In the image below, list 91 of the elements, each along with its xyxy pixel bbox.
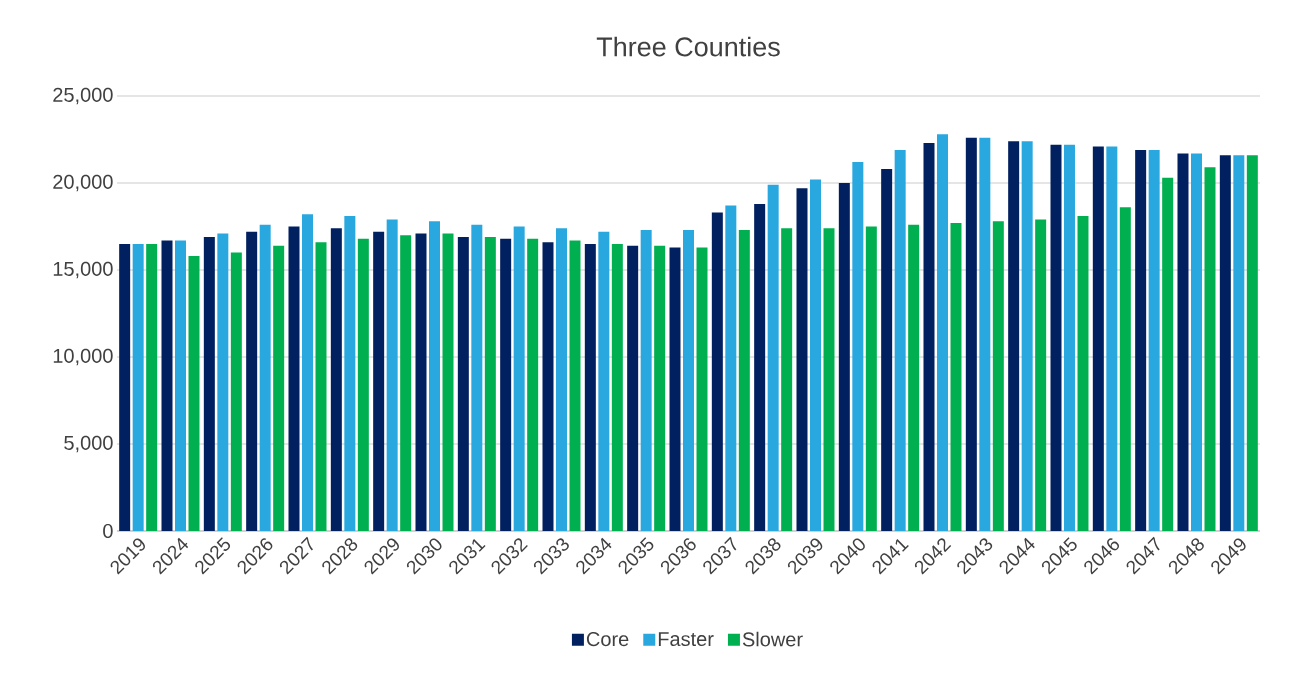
bar [725, 205, 737, 531]
bar [1219, 155, 1231, 531]
bar [923, 142, 935, 531]
bar [457, 236, 469, 531]
bar [527, 238, 539, 531]
bar [542, 242, 554, 531]
bar [288, 226, 300, 531]
bar [1162, 177, 1174, 531]
bar [809, 179, 821, 531]
bar [1246, 155, 1258, 531]
bar [936, 134, 948, 531]
bar [894, 149, 906, 531]
y-tick-label: 10,000 [53, 348, 113, 366]
bar [246, 231, 258, 531]
bar [1204, 167, 1216, 531]
bar [273, 245, 285, 531]
bar [754, 203, 766, 531]
bar [344, 216, 356, 531]
bar [683, 229, 694, 531]
bar [259, 224, 271, 531]
bar [1063, 144, 1075, 531]
bar [513, 226, 525, 531]
bar [132, 243, 144, 531]
bar [823, 228, 835, 531]
bar [386, 219, 398, 531]
bar [556, 228, 567, 531]
bar [302, 214, 313, 531]
bar [598, 231, 610, 531]
bar [950, 223, 962, 531]
bar [669, 247, 681, 531]
bar [1035, 219, 1047, 531]
bar [400, 235, 412, 531]
bar [188, 256, 200, 531]
bar [1148, 149, 1160, 531]
bar [711, 212, 723, 531]
bar [330, 228, 342, 531]
bar [767, 184, 779, 531]
bar [1135, 149, 1147, 531]
bar [442, 233, 454, 531]
bar [161, 240, 173, 531]
bar [230, 252, 242, 531]
bar [640, 229, 652, 531]
bar [1008, 141, 1020, 531]
bar [781, 228, 793, 531]
legend-label: Faster [658, 632, 714, 647]
y-tick-label: 20,000 [53, 174, 113, 192]
bar [865, 226, 877, 531]
bar [852, 162, 864, 531]
bar [1092, 146, 1104, 531]
bar [1177, 153, 1189, 531]
bar [203, 236, 215, 531]
bar [611, 243, 623, 531]
bar [1119, 207, 1131, 531]
bar [584, 243, 596, 531]
bar [500, 238, 512, 531]
bar [471, 224, 483, 531]
bar [569, 240, 581, 531]
bar [1021, 141, 1033, 531]
bar [881, 169, 893, 531]
bar [838, 183, 850, 531]
y-tick-label: 0 [103, 523, 113, 539]
bar [1106, 146, 1118, 531]
y-tick-label: 15,000 [53, 261, 113, 279]
bar [796, 188, 808, 531]
bar [908, 224, 920, 531]
bar [696, 247, 708, 531]
y-tick-label: 25,000 [53, 87, 113, 105]
bar [315, 242, 327, 531]
legend-label: Core [586, 632, 629, 647]
bar [738, 229, 750, 531]
bar [415, 233, 427, 531]
bar [119, 243, 131, 531]
bar [1190, 153, 1202, 531]
bar [965, 137, 977, 531]
bar [429, 221, 440, 531]
bar [357, 238, 369, 531]
bar [1050, 144, 1062, 531]
bar [1233, 155, 1245, 531]
bar [654, 245, 666, 531]
bar [992, 221, 1004, 531]
bar [979, 137, 991, 531]
bar [175, 240, 186, 531]
bar [1077, 216, 1089, 531]
bar [484, 236, 496, 531]
bar [146, 243, 158, 531]
y-tick-label: 5,000 [64, 435, 113, 453]
chart-title: Three Counties [596, 36, 780, 57]
bar [373, 231, 385, 531]
bar [627, 245, 639, 531]
bar [217, 233, 229, 531]
legend-label: Slower [742, 631, 803, 647]
